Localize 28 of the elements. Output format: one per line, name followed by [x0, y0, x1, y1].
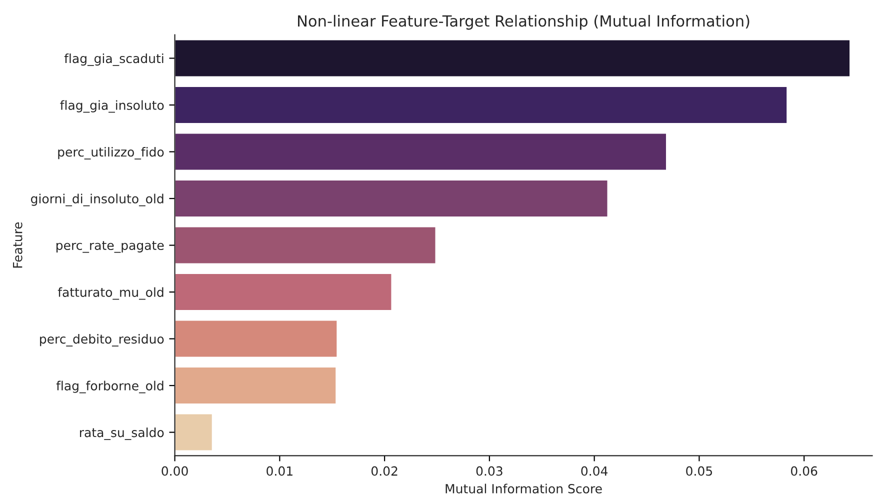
x-axis-title: Mutual Information Score [446, 484, 602, 494]
y-axis-title: Feature [13, 222, 22, 268]
bar [174, 86, 788, 124]
bar [174, 38, 851, 78]
bar [174, 319, 338, 358]
x-tick-label: 0.02 [371, 466, 398, 476]
bar [174, 132, 668, 172]
y-tick-label: flag_gia_insoluto [60, 100, 164, 113]
y-tick-label: rata_su_saldo [80, 428, 164, 440]
y-tick-label: flag_forborne_old [56, 380, 164, 394]
bar [174, 412, 214, 452]
bar [174, 226, 437, 265]
x-tick-label: 0.00 [162, 466, 188, 476]
y-tick-label: fatturato_mu_old [58, 287, 164, 300]
x-tick-label: 0.05 [686, 466, 712, 476]
x-tick-label: 0.04 [581, 466, 608, 476]
y-tick-label: giorni_di_insoluto_old [30, 194, 164, 206]
x-tick-label: 0.06 [790, 466, 818, 476]
chart-title: Non-linear Feature-Target Relationship (Mutual Information) [298, 14, 750, 30]
bar [174, 366, 338, 405]
y-tick-label: perc_utilizzo_fido [58, 147, 164, 160]
y-tick-label: perc_rate_pagate [56, 241, 164, 253]
x-tick-label: 0.01 [266, 466, 292, 476]
x-tick-label: 0.03 [476, 466, 502, 476]
y-tick-label: perc_debito_residuo [40, 334, 164, 346]
bar [174, 272, 393, 312]
bar [174, 179, 609, 218]
y-tick-label: flag_gia_scaduti [64, 53, 164, 66]
